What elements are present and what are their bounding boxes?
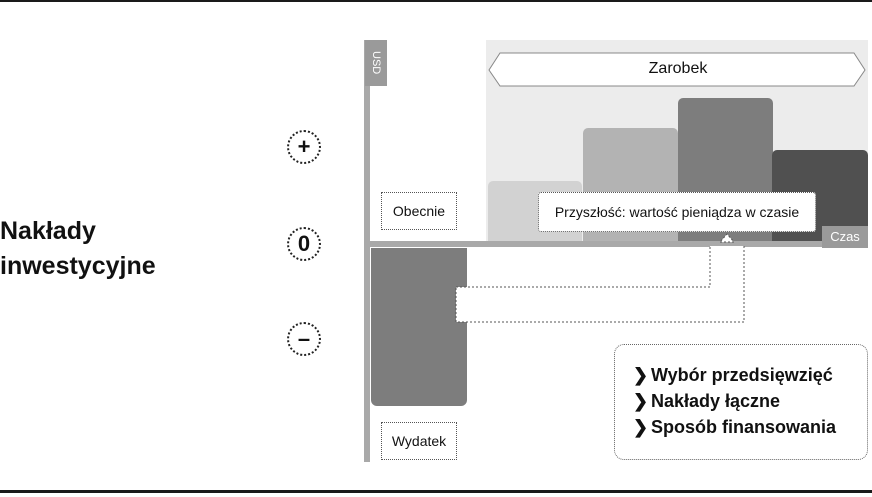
- top-rule: [0, 0, 872, 2]
- current-label: Obecnie: [381, 192, 457, 230]
- x-axis: [364, 241, 854, 247]
- zero-sign-icon: 0: [287, 227, 321, 261]
- time-value-connector: [455, 233, 745, 323]
- y-axis-label-box: [365, 40, 387, 86]
- future-label: Przyszłość: wartość pieniądza w czasie: [538, 192, 816, 232]
- list-item: ❯ Wybór przedsięwzięć: [633, 365, 833, 385]
- list-item: ❯ Sposób finansowania: [633, 417, 837, 437]
- title-line-1: Nakłady: [0, 217, 96, 245]
- y-axis-label: USD: [370, 51, 382, 75]
- profit-arrow-banner: [488, 52, 866, 87]
- diagram-title: Nakłady inwestycyjne: [0, 214, 156, 284]
- expense-label: Wydatek: [381, 422, 457, 460]
- x-axis-label: Czas: [822, 226, 868, 248]
- y-axis: [364, 40, 370, 462]
- plus-sign-icon: +: [287, 130, 321, 164]
- factors-list: ❯ Wybór przedsięwzięć ❯ Nakłady łączne ❯ Sp…: [614, 344, 868, 460]
- list-item: ❯ Nakłady łączne: [633, 391, 781, 411]
- bottom-rule: [0, 490, 872, 493]
- chevron-right-icon: ❯: [633, 391, 649, 411]
- minus-sign-icon: –: [287, 322, 321, 356]
- profit-label: Zarobek: [648, 60, 708, 77]
- expense-bar: [371, 248, 467, 406]
- chevron-right-icon: ❯: [633, 365, 649, 385]
- chevron-right-icon: ❯: [633, 417, 649, 437]
- title-line-2: inwestycyjne: [0, 252, 156, 280]
